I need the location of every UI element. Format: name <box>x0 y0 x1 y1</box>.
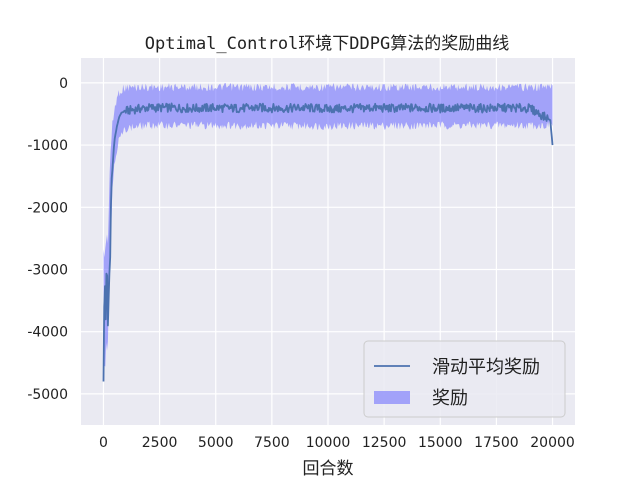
x-tick-label: 17500 <box>474 435 519 451</box>
legend-label: 奖励 <box>432 388 468 409</box>
chart-title: Optimal_Control环境下DDPG算法的奖励曲线 <box>145 34 509 54</box>
legend-label: 滑动平均奖励 <box>432 357 540 378</box>
x-tick-label: 15000 <box>418 435 463 451</box>
x-axis-label: 回合数 <box>303 459 354 479</box>
legend-box <box>363 340 566 418</box>
y-tick-label: -4000 <box>27 325 68 341</box>
reward-band <box>103 82 553 374</box>
x-tick-label: 0 <box>99 435 108 451</box>
x-tick-label: 2500 <box>142 435 178 451</box>
y-tick-label: -2000 <box>27 200 68 216</box>
y-tick-label: -5000 <box>27 387 68 403</box>
x-tick-label: 12500 <box>362 435 407 451</box>
y-tick-label: 0 <box>59 76 68 92</box>
x-tick-label: 20000 <box>530 435 575 451</box>
moving-average-line <box>102 102 554 382</box>
x-tick-label: 5000 <box>198 435 234 451</box>
legend-band-swatch <box>374 391 410 404</box>
y-tick-label: -3000 <box>27 262 68 278</box>
y-tick-label: -1000 <box>27 138 68 154</box>
x-tick-label: 7500 <box>254 435 290 451</box>
x-tick-label: 10000 <box>306 435 351 451</box>
